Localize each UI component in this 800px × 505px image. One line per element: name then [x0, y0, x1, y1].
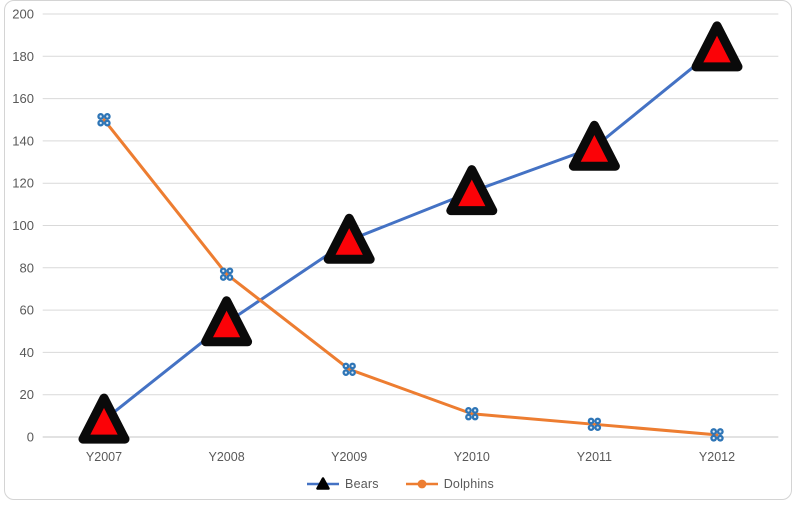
bears-marker-triangle-icon: [323, 213, 375, 264]
x-axis-category-label: Y2009: [331, 450, 367, 464]
bears-marker-triangle-icon: [691, 21, 743, 72]
dolphins-marker-dots-icon: [219, 267, 234, 281]
x-axis-category-label: Y2008: [209, 450, 245, 464]
y-axis-tick-label: 140: [12, 133, 34, 148]
y-axis-tick-label: 40: [20, 345, 34, 360]
bears-legend-triangle-icon: [316, 477, 330, 490]
y-axis-tick-label: 80: [20, 260, 34, 275]
dolphins-marker-dots-icon: [342, 362, 356, 377]
y-axis-tick-label: 200: [12, 7, 34, 22]
dolphins-marker-dots-icon: [587, 417, 602, 432]
x-axis-category-label: Y2011: [577, 450, 612, 464]
y-axis-tick-label: 160: [12, 91, 34, 106]
y-axis-tick-label: 100: [12, 218, 34, 233]
dolphins-legend-dot-icon: [417, 479, 427, 489]
bears-marker-triangle-icon: [446, 165, 498, 216]
x-axis-category-label: Y2010: [454, 450, 490, 464]
y-axis-tick-label: 0: [27, 430, 34, 445]
chart-legend: Bears Dolphins: [0, 477, 800, 491]
dolphins-marker-dots-icon: [710, 428, 724, 442]
bears-legend-marker-icon: [307, 477, 340, 490]
y-axis-tick-label: 20: [20, 387, 34, 402]
x-axis-category-label: Y2007: [86, 450, 122, 464]
legend-label-dolphins: Dolphins: [443, 477, 494, 491]
dolphins-marker-dots-icon: [465, 407, 479, 421]
bears-marker-triangle-icon: [568, 120, 620, 171]
dolphins-series-line: [102, 118, 719, 437]
y-axis-tick-label: 120: [12, 176, 34, 191]
bears-marker-triangle-icon: [201, 296, 253, 347]
y-axis-tick-label: 180: [12, 49, 34, 64]
bears-marker-triangle-icon: [78, 393, 130, 444]
chart-frame-border: [4, 0, 792, 500]
dolphins-legend-marker-icon: [405, 479, 438, 489]
legend-label-bears: Bears: [345, 477, 379, 491]
legend-item-dolphins: Dolphins: [405, 477, 494, 491]
x-axis-category-label: Y2012: [699, 450, 735, 464]
legend-item-bears: Bears: [306, 477, 379, 491]
dolphins-marker-dots-icon: [97, 113, 111, 127]
y-axis-tick-label: 60: [20, 303, 34, 318]
